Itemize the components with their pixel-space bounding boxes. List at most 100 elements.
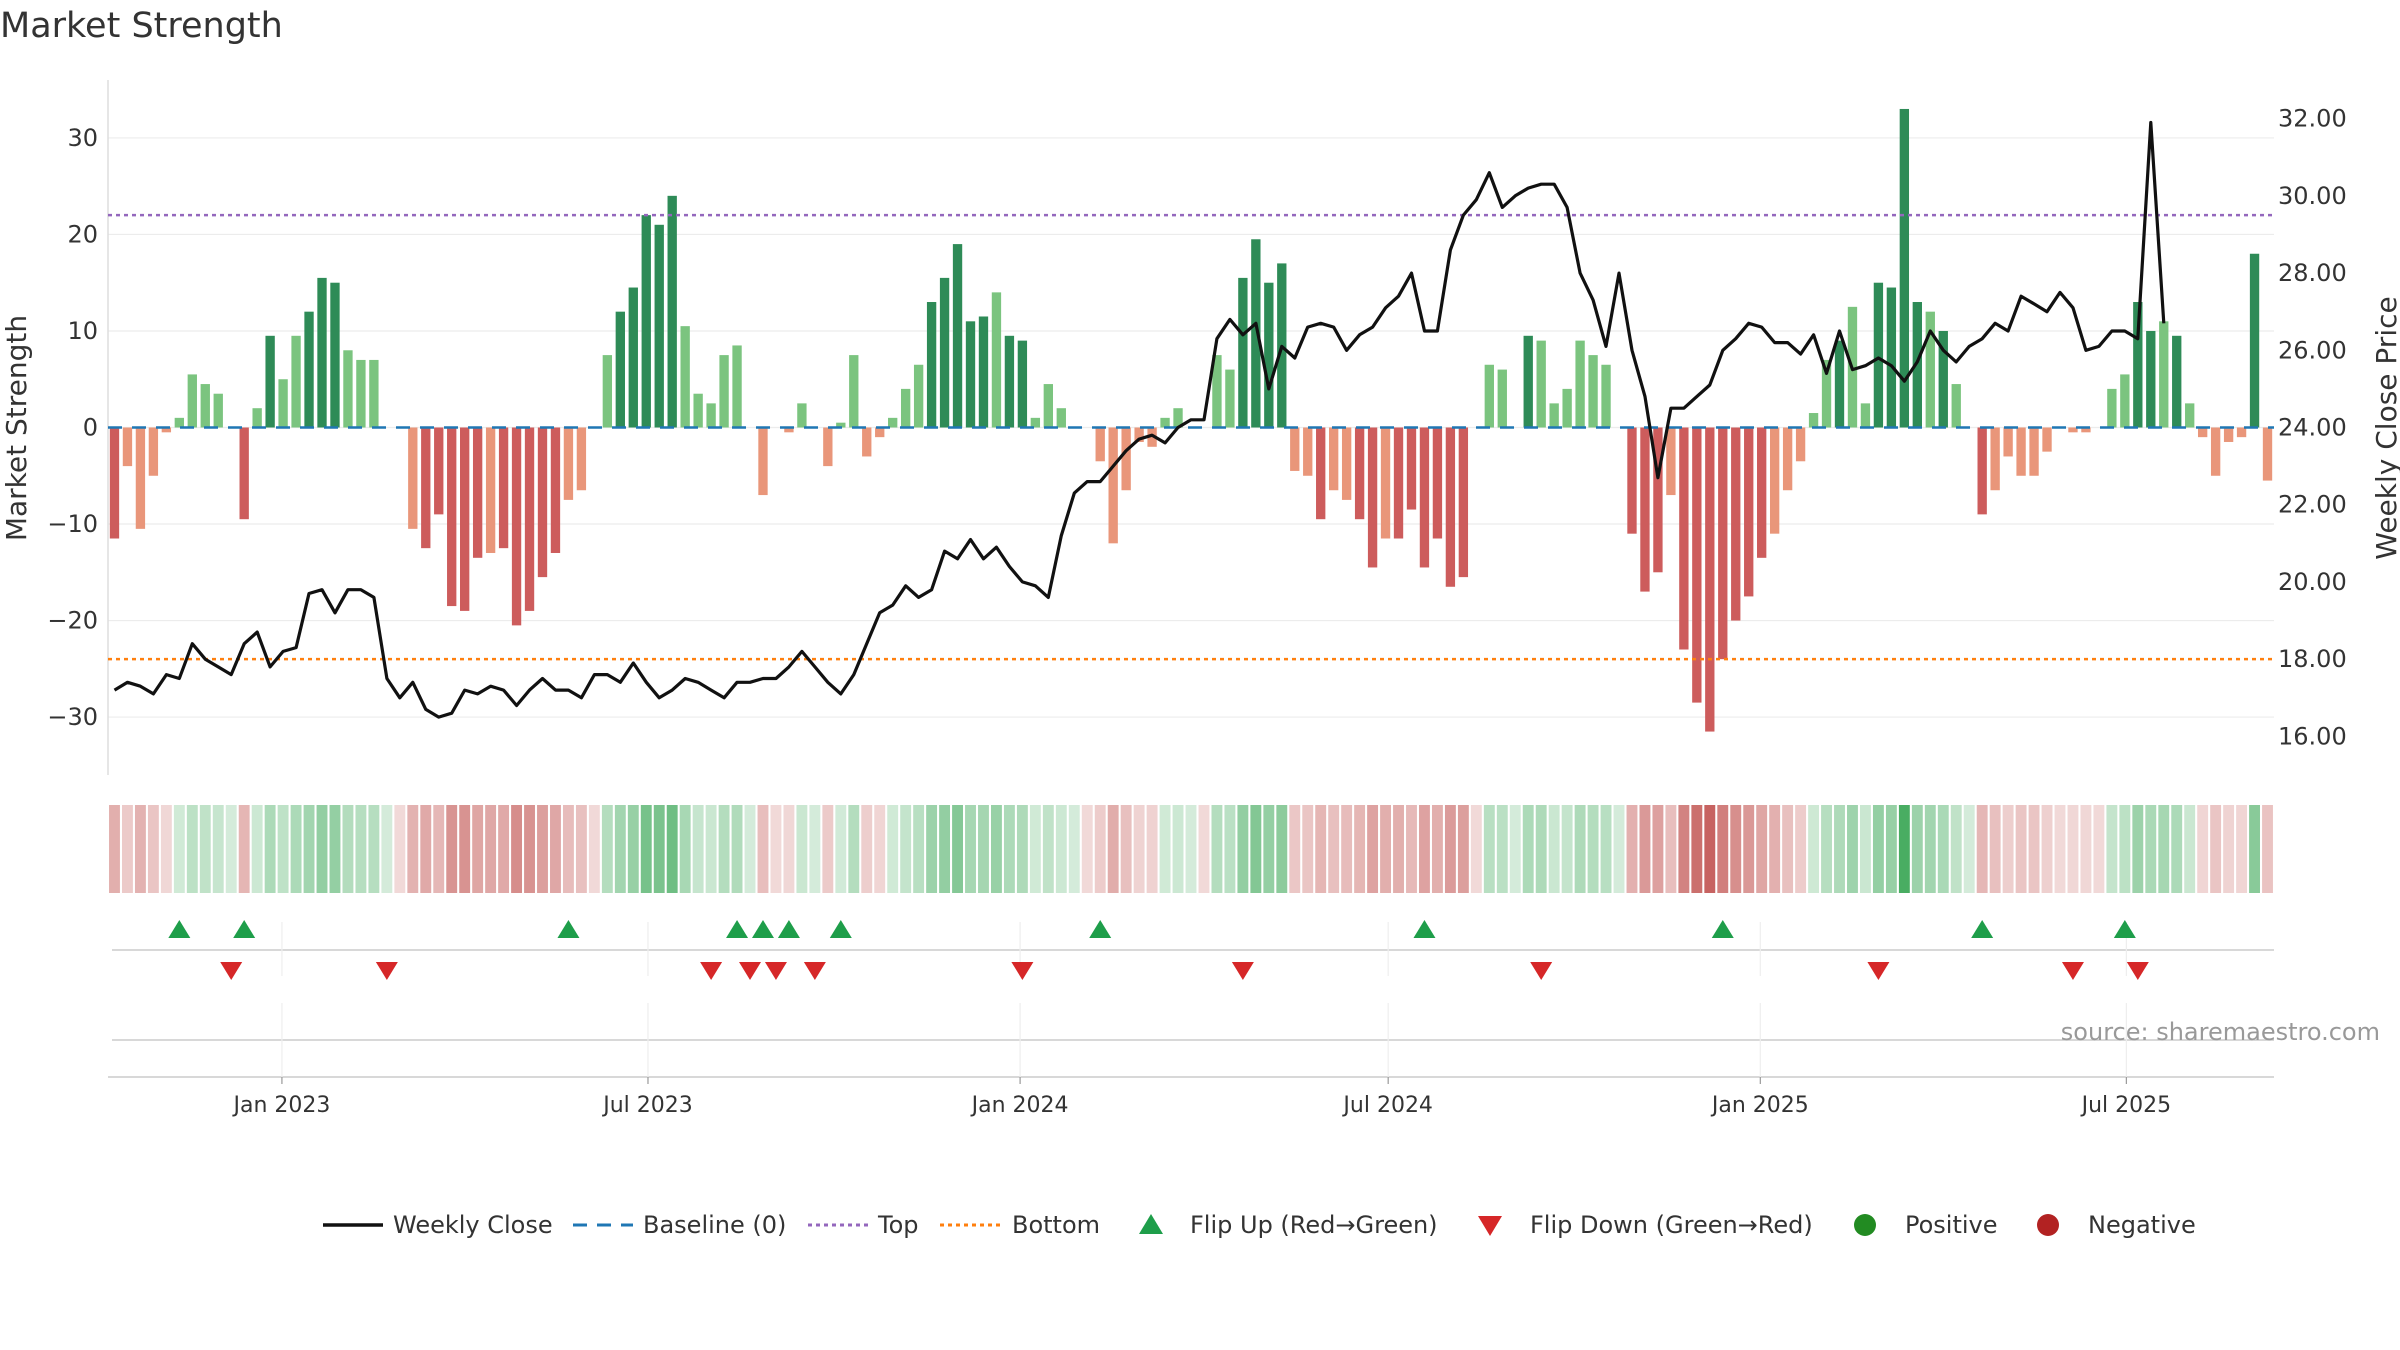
heat-cell <box>407 805 419 893</box>
heat-cell <box>575 805 587 893</box>
heat-cell <box>640 805 652 893</box>
strength-bar <box>862 427 872 457</box>
strength-bar <box>1808 413 1819 428</box>
x-tick-label: Jan 2024 <box>970 1093 1069 1118</box>
heat-cell <box>2067 805 2079 893</box>
heat-cell <box>783 805 795 893</box>
strength-bar <box>2003 427 2013 457</box>
strength-bar <box>1899 108 1910 428</box>
heat-cell <box>2210 805 2222 893</box>
legend-swatch-flip-up <box>1139 1214 1163 1234</box>
x-tick-label: Jul 2023 <box>601 1093 693 1118</box>
legend: Weekly Close Baseline (0) Top Bottom Flip Up… <box>323 1211 2196 1239</box>
heat-cell <box>1678 805 1690 893</box>
heat-cell <box>1795 805 1807 893</box>
strength-bar <box>2081 427 2091 433</box>
y-tick-label: 30 <box>67 124 98 152</box>
strength-bar <box>2197 427 2208 438</box>
heat-cell <box>2002 805 2014 893</box>
strength-bar <box>2146 330 2156 428</box>
heat-cell <box>627 805 639 893</box>
heat-cell <box>1263 805 1275 893</box>
strength-bar <box>2133 302 2143 428</box>
strength-bar <box>1160 417 1170 428</box>
y-tick-label: −30 <box>47 703 98 731</box>
heat-cell <box>1289 805 1301 893</box>
heat-cell <box>1561 805 1573 893</box>
strength-bar <box>109 427 120 539</box>
strength-heat-strip <box>109 805 2273 893</box>
heat-cell <box>1587 805 1599 893</box>
y-tick-label: −20 <box>47 607 98 635</box>
heat-cell <box>550 805 561 893</box>
heat-cell <box>1354 805 1366 893</box>
strength-bar <box>174 417 185 428</box>
heat-cell <box>1055 805 1067 893</box>
heat-cell <box>1704 805 1716 893</box>
heat-cell <box>1081 805 1093 893</box>
strength-bar <box>1095 427 1105 462</box>
legend-label: Flip Up (Red→Green) <box>1190 1211 1438 1239</box>
strength-bar <box>1316 427 1326 520</box>
strength-bar <box>1043 384 1053 428</box>
flip-down-marker <box>375 962 398 980</box>
heat-cell <box>939 805 951 893</box>
heat-cell <box>1328 805 1340 893</box>
flip-up-marker <box>751 920 774 938</box>
heat-cell <box>1224 805 1236 893</box>
strength-bar <box>849 355 859 428</box>
strength-bar <box>1147 427 1157 447</box>
strength-bar <box>2068 427 2078 433</box>
y-tick-label: 20 <box>67 220 98 248</box>
heat-cell <box>796 805 808 893</box>
strength-bar <box>1549 403 1559 428</box>
heat-cell <box>731 805 743 893</box>
heat-cell <box>1159 805 1171 893</box>
strength-bar <box>615 311 625 428</box>
strength-bar <box>369 359 379 428</box>
y2-tick-label: 28.00 <box>2278 259 2347 287</box>
strength-bar <box>1601 364 1611 428</box>
heat-cell <box>757 805 769 893</box>
heat-cell <box>1743 805 1755 893</box>
heat-cell <box>433 805 445 893</box>
strength-bar <box>2159 321 2169 428</box>
strength-bars <box>109 108 2273 732</box>
heat-cell <box>2015 805 2027 893</box>
strength-bar <box>1912 302 1922 428</box>
heat-cell <box>1639 805 1651 893</box>
heat-cell <box>1146 805 1158 893</box>
legend-swatch-negative <box>2037 1214 2059 1236</box>
heat-cell <box>1665 805 1677 893</box>
heat-cell <box>290 805 302 893</box>
strength-bar <box>1523 335 1533 428</box>
strength-bar <box>2210 427 2221 476</box>
strength-bar <box>1860 403 1871 428</box>
heat-cell <box>666 805 678 893</box>
heat-cell <box>952 805 963 893</box>
flip-down-marker <box>1530 962 1553 980</box>
heat-cell <box>913 805 925 893</box>
strength-bar <box>252 408 262 428</box>
heat-cell <box>991 805 1002 893</box>
heat-cell <box>1950 805 1962 893</box>
strength-bar <box>1419 427 1430 568</box>
heat-cell <box>1782 805 1794 893</box>
heat-cell <box>134 805 146 893</box>
heat-cell <box>225 805 237 893</box>
y2-tick-label: 32.00 <box>2278 105 2347 133</box>
heat-cell <box>2106 805 2118 893</box>
strength-bar <box>485 427 496 553</box>
strength-bar <box>576 427 587 491</box>
heat-cell <box>394 805 406 893</box>
heat-cell <box>446 805 458 893</box>
strength-bar <box>1056 408 1066 428</box>
heat-cell <box>1574 805 1586 893</box>
strength-bar <box>1264 282 1274 428</box>
heat-cell <box>147 805 159 893</box>
heat-cell <box>2184 805 2196 893</box>
heat-cell <box>1172 805 1184 893</box>
strength-bar <box>1679 427 1689 650</box>
heat-cell <box>1509 805 1521 893</box>
